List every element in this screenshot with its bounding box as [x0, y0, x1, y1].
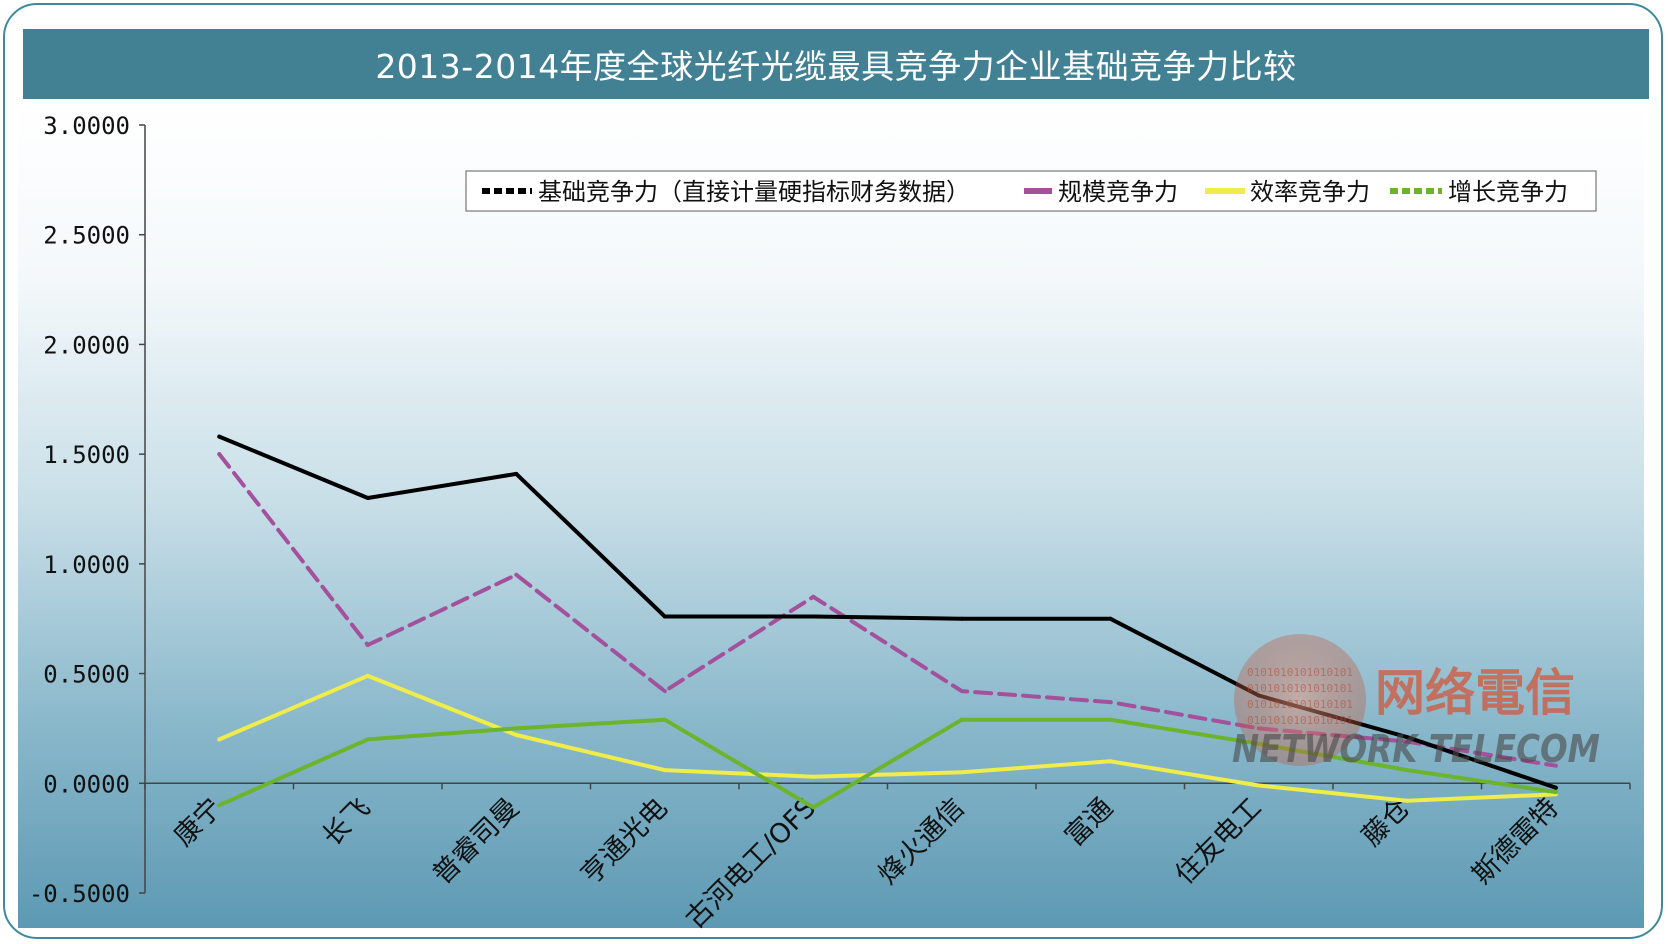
- data-point: [811, 805, 816, 810]
- legend-label-1: 基础竞争力（直接计量硬指标财务数据）: [538, 178, 970, 206]
- data-point: [514, 572, 519, 577]
- axes: 3.0000 2.5000 2.0000 1.5000 1.0000 0.5000 0.00…: [29, 112, 1631, 935]
- category-label: 富通: [1059, 792, 1119, 852]
- series-line-3: [217, 673, 1558, 803]
- data-point: [811, 774, 816, 779]
- legend-label-2: 规模竞争力: [1058, 178, 1178, 206]
- legend: 基础竞争力（直接计量硬指标财务数据） 规模竞争力 效率竞争力 增长竞争力: [465, 170, 1597, 212]
- watermark-brand-cn: 网络電信: [1375, 664, 1575, 722]
- data-point: [959, 717, 964, 722]
- data-point: [811, 614, 816, 619]
- data-point: [1553, 785, 1558, 790]
- data-point: [365, 737, 370, 742]
- data-point: [217, 434, 222, 439]
- data-point: [1108, 616, 1113, 621]
- y-tick-label: 1.0000: [43, 551, 130, 579]
- data-point: [662, 768, 667, 773]
- y-tick-label: 1.5000: [43, 441, 130, 469]
- y-tick-label: 3.0000: [43, 112, 130, 140]
- chart-title: 2013-2014年度全球光纤光缆最具竞争力企业基础竞争力比较: [375, 47, 1297, 86]
- watermark-globe: [1234, 634, 1366, 766]
- data-point: [217, 803, 222, 808]
- data-point: [959, 616, 964, 621]
- y-tick-label: 0.5000: [43, 661, 130, 689]
- data-point: [217, 452, 222, 457]
- data-point: [1553, 790, 1558, 795]
- legend-label-4: 增长竞争力: [1448, 178, 1568, 206]
- data-point: [1256, 783, 1261, 788]
- watermark-binary-4: 0101010101010101: [1247, 714, 1353, 727]
- data-point: [959, 770, 964, 775]
- category-label: 康宁: [168, 792, 228, 852]
- y-tick-label: -0.5000: [29, 880, 130, 908]
- category-label: 普睿司曼: [427, 792, 525, 890]
- data-point: [959, 689, 964, 694]
- category-label: 住友电工: [1169, 792, 1267, 890]
- data-point: [662, 689, 667, 694]
- watermark-binary-3: 0101010101010101: [1247, 698, 1353, 711]
- category-label: 烽火通信: [872, 792, 970, 890]
- watermark-brand-en: NETWORK TELECOM: [1232, 727, 1600, 771]
- data-point: [365, 673, 370, 678]
- data-point: [365, 496, 370, 500]
- data-point: [217, 737, 222, 742]
- watermark: 0101010101010101 0101010101010101 010101…: [1232, 634, 1600, 771]
- data-point: [1553, 763, 1558, 768]
- category-label: 亨通光电: [575, 792, 673, 890]
- data-point: [662, 717, 667, 722]
- watermark-globe-text: 0101010101010101 0101010101010101 010101…: [1247, 666, 1353, 727]
- watermark-binary-1: 0101010101010101: [1247, 666, 1353, 679]
- category-label: 长飞: [317, 792, 377, 852]
- data-point: [514, 726, 519, 731]
- data-point: [1405, 798, 1410, 803]
- data-point: [1108, 717, 1113, 722]
- category-label: 古河电工/OFS: [680, 792, 823, 935]
- legend-label-3: 效率竞争力: [1250, 178, 1370, 206]
- data-point: [662, 614, 667, 619]
- data-point: [514, 471, 519, 476]
- watermark-binary-2: 0101010101010101: [1247, 682, 1353, 695]
- data-point: [514, 733, 519, 737]
- title-bar: 2013-2014年度全球光纤光缆最具竞争力企业基础竞争力比较: [23, 29, 1649, 99]
- data-point: [1405, 735, 1410, 740]
- plot-background: [18, 102, 1644, 928]
- data-point: [365, 643, 370, 647]
- data-point: [1405, 768, 1410, 773]
- data-point: [1108, 759, 1113, 764]
- y-tick-label: 2.0000: [43, 331, 130, 359]
- category-label: 斯德雷特: [1466, 792, 1564, 890]
- data-point: [1405, 739, 1410, 744]
- y-tick-label: 0.0000: [43, 770, 130, 798]
- y-tick-label: 2.5000: [43, 222, 130, 250]
- data-point: [811, 594, 816, 599]
- data-point: [1108, 700, 1113, 705]
